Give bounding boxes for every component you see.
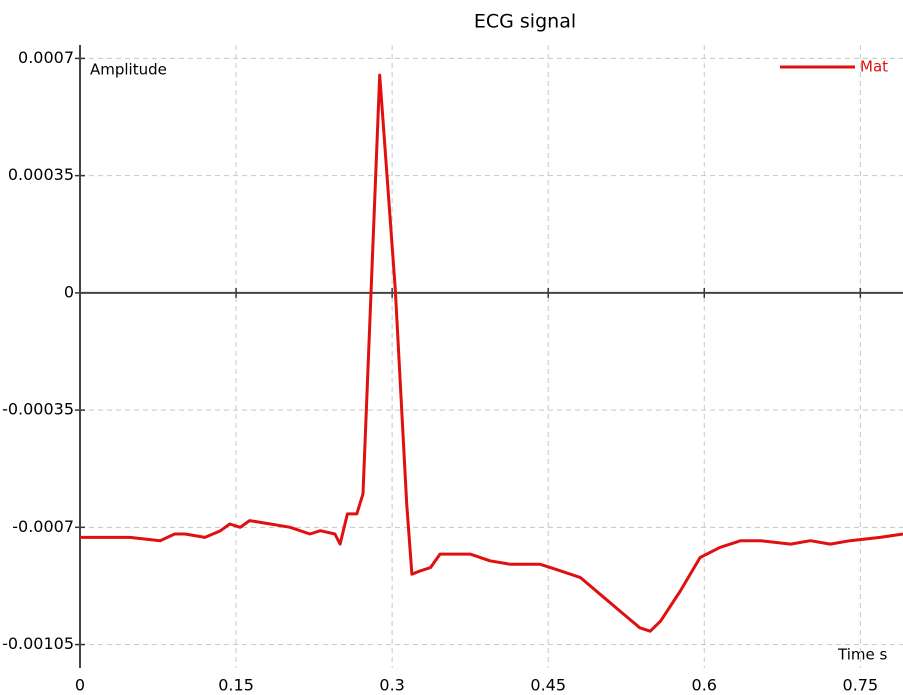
y-tick-label: 0.0007 <box>18 48 74 67</box>
legend-label: Mat <box>860 58 888 76</box>
x-tick-label: 0 <box>75 676 85 695</box>
x-tick-label: 0.45 <box>530 676 566 695</box>
x-tick-label: 0.3 <box>379 676 404 695</box>
data-line <box>80 73 903 633</box>
x-tick-label: 0.6 <box>692 676 717 695</box>
y-tick-label: 0.00035 <box>8 165 74 184</box>
x-tick-label: 0.15 <box>218 676 254 695</box>
x-axis-label: Time s <box>837 646 887 664</box>
y-tick-label: -0.0007 <box>12 517 74 536</box>
y-tick-label: -0.00105 <box>2 634 74 653</box>
y-tick-label: -0.00035 <box>2 400 74 419</box>
chart-title: ECG signal <box>474 11 576 33</box>
x-tick-label: 0.75 <box>843 676 879 695</box>
y-axis-label: Amplitude <box>90 61 167 79</box>
y-tick-label: 0 <box>64 282 74 301</box>
